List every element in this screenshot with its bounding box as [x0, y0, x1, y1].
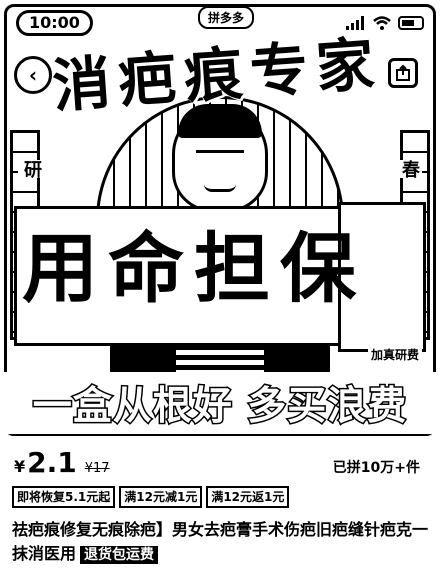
promo-tags: 即将恢复5.1元起 满12元减1元 满12元返1元: [12, 486, 290, 508]
person-mouth: [204, 184, 236, 192]
product-title-text: 祛疤痕修复无痕除疤】男女去疤膏手术伤疤旧疤缝针疤克一抹消医用: [12, 520, 429, 563]
share-icon: [396, 65, 410, 81]
hero-frame: [4, 4, 436, 436]
slogan-bar: 一盒从根好 多买浪费: [0, 372, 440, 434]
person-eyes: [196, 150, 244, 160]
sign-board: [14, 206, 368, 346]
slogan-text: 一盒从根好 多买浪费: [31, 383, 408, 431]
promo-tag[interactable]: 满12元返1元: [206, 486, 290, 508]
promo-tag[interactable]: 满12元减1元: [119, 486, 203, 508]
currency-symbol: ¥: [14, 457, 26, 476]
battery-icon: [398, 16, 424, 30]
product-title[interactable]: 祛疤痕修复无痕除疤】男女去疤膏手术伤疤旧疤缝针疤克一抹消医用 退货包运费: [12, 518, 432, 567]
side-text-left: 研: [18, 160, 44, 178]
status-icons: [346, 16, 424, 30]
share-button[interactable]: [388, 58, 418, 88]
chevron-left-icon: ‹: [28, 63, 38, 87]
person-hair: [178, 104, 262, 138]
promo-tag[interactable]: 即将恢复5.1元起: [12, 486, 116, 508]
sign-text: 用命担保: [22, 224, 366, 313]
status-time: 10:00: [16, 10, 93, 36]
product-hero-image[interactable]: 研 春 用命担保 加真研费 消疤痕专家 10:00 拼多多 ‹: [0, 0, 440, 440]
return-shipping-badge: 退货包运费: [80, 546, 159, 564]
side-text-right: 春: [396, 160, 422, 178]
app-badge: 拼多多: [198, 6, 255, 29]
current-price: 2.1: [27, 446, 77, 479]
sold-count: 已拼10万+件: [332, 460, 420, 476]
status-bar: 10:00: [16, 10, 424, 36]
price-row: ¥ 2.1 ¥17 已拼10万+件: [0, 446, 440, 486]
sign-caption: 加真研费: [367, 346, 422, 363]
signal-icon: [346, 16, 364, 30]
wifi-icon: [373, 16, 391, 30]
back-button[interactable]: ‹: [14, 56, 52, 94]
original-price: ¥17: [84, 461, 110, 476]
sign-board-right: [338, 202, 426, 352]
